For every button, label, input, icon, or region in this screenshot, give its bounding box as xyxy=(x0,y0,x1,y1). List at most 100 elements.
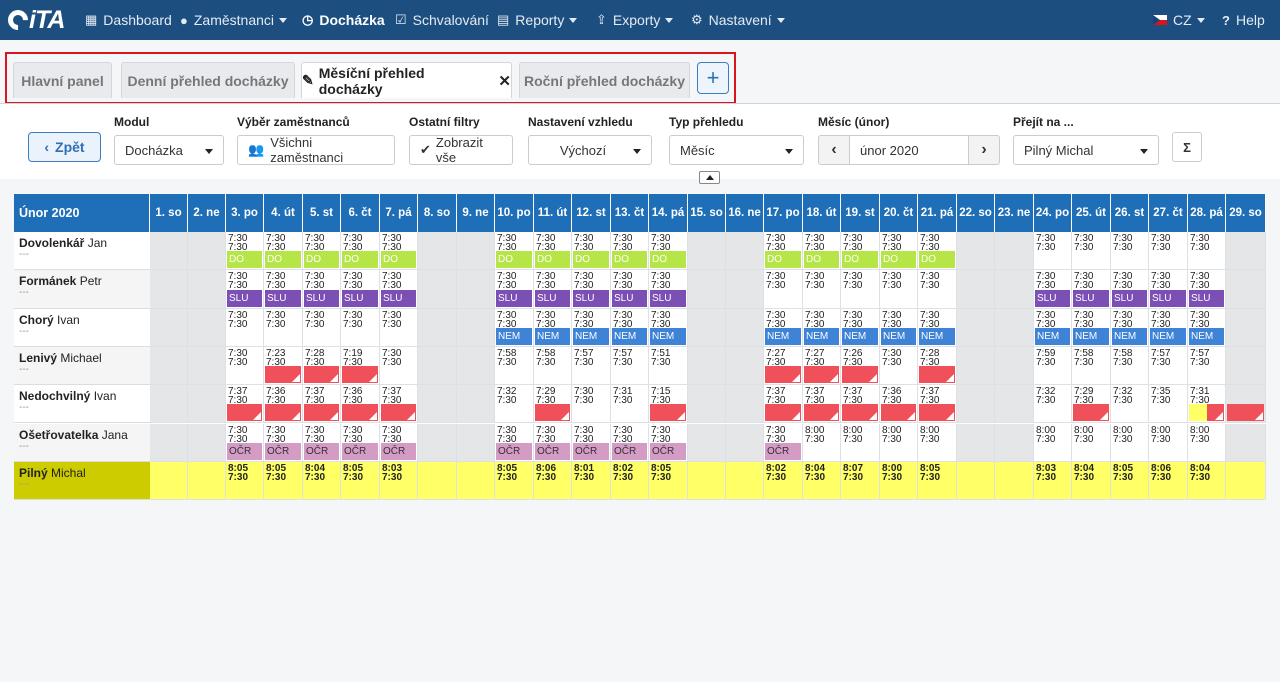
day-cell[interactable]: 8:05 7:30 xyxy=(226,461,264,501)
day-cell[interactable] xyxy=(1226,346,1266,386)
day-cell[interactable] xyxy=(188,308,226,347)
day-cell[interactable]: 7:57 7:30 xyxy=(572,346,611,386)
day-cell[interactable]: 8:04 7:30 xyxy=(803,461,841,501)
add-tab-button[interactable]: + xyxy=(697,62,729,94)
day-cell[interactable]: 7:30 7:30 SLU xyxy=(611,270,649,309)
day-cell[interactable]: 7:30 7:30 xyxy=(226,308,264,347)
day-cell[interactable] xyxy=(688,385,726,424)
day-cell[interactable]: 7:32 7:30 xyxy=(1111,385,1149,424)
day-cell[interactable]: 7:30 7:30 NEM xyxy=(1149,308,1188,347)
goto-employee-select[interactable]: Pilný Michal xyxy=(1013,135,1159,165)
other-filters-button[interactable]: ✔ Zobrazit vše xyxy=(409,135,513,165)
nav-attendance[interactable]: ◷ Docházka xyxy=(302,0,385,40)
day-cell[interactable] xyxy=(188,385,226,424)
day-cell[interactable]: 7:37 7:30 xyxy=(303,385,341,424)
day-cell[interactable]: 7:30 7:30 NEM xyxy=(841,308,880,347)
day-cell[interactable]: 7:30 7:30 NEM xyxy=(572,308,611,347)
day-cell[interactable] xyxy=(418,232,457,271)
day-cell[interactable]: 7:30 7:30 OČR xyxy=(226,423,264,462)
day-cell[interactable] xyxy=(150,385,188,424)
employee-name-cell[interactable]: Ošetřovatelka Jana --- xyxy=(14,423,150,462)
day-cell[interactable]: 7:30 7:30 OČR xyxy=(495,423,534,462)
day-cell[interactable]: 7:30 7:30 DO xyxy=(803,232,841,271)
day-cell[interactable] xyxy=(726,270,764,309)
day-cell[interactable]: 8:04 7:30 xyxy=(303,461,341,501)
day-cell[interactable]: 8:04 7:30 xyxy=(1072,461,1111,501)
day-cell[interactable] xyxy=(418,385,457,424)
day-cell[interactable] xyxy=(995,346,1034,386)
day-cell[interactable] xyxy=(726,461,764,501)
day-cell[interactable]: 7:58 7:30 xyxy=(1072,346,1111,386)
day-cell[interactable]: 7:27 7:30 xyxy=(803,346,841,386)
day-cell[interactable]: 8:00 7:30 xyxy=(1072,423,1111,462)
day-cell[interactable]: 8:05 7:30 xyxy=(264,461,303,501)
view-settings-select[interactable]: Výchozí xyxy=(528,135,652,165)
day-cell[interactable] xyxy=(995,423,1034,462)
day-cell[interactable]: 7:23 7:30 xyxy=(264,346,303,386)
day-cell[interactable]: 8:00 7:30 xyxy=(880,461,918,501)
day-cell[interactable] xyxy=(188,270,226,309)
nav-exports[interactable]: ⇪ Exporty xyxy=(596,0,674,40)
day-cell[interactable]: 7:30 7:30 xyxy=(764,270,803,309)
day-cell[interactable]: 7:30 7:30 SLU xyxy=(1111,270,1149,309)
day-cell[interactable]: 7:29 7:30 xyxy=(1072,385,1111,424)
day-cell[interactable] xyxy=(957,423,995,462)
day-cell[interactable]: 7:30 7:30 xyxy=(1072,232,1111,271)
day-cell[interactable]: 7:30 7:30 xyxy=(880,270,918,309)
day-cell[interactable]: 7:30 7:30 OČR xyxy=(572,423,611,462)
tab-yearly-attendance[interactable]: Roční přehled docházky xyxy=(519,62,690,98)
day-cell[interactable] xyxy=(150,270,188,309)
back-button[interactable]: ‹ Zpět xyxy=(28,132,101,162)
day-cell[interactable]: 7:30 7:30 NEM xyxy=(1072,308,1111,347)
nav-language[interactable]: CZ xyxy=(1153,0,1205,40)
day-cell[interactable] xyxy=(957,385,995,424)
day-cell[interactable]: 8:03 7:30 xyxy=(380,461,418,501)
tab-daily-attendance[interactable]: Denní přehled docházky xyxy=(121,62,295,98)
day-cell[interactable] xyxy=(457,308,495,347)
day-cell[interactable]: 7:37 7:30 xyxy=(764,385,803,424)
collapse-filters-button[interactable] xyxy=(699,171,720,184)
nav-settings[interactable]: ⚙ Nastavení xyxy=(691,0,785,40)
day-cell[interactable]: 7:30 7:30 DO xyxy=(264,232,303,271)
overview-type-select[interactable]: Měsíc xyxy=(669,135,804,165)
day-cell[interactable]: 7:30 7:30 DO xyxy=(303,232,341,271)
nav-dashboard[interactable]: ▦ Dashboard xyxy=(85,0,172,40)
day-cell[interactable] xyxy=(457,346,495,386)
day-cell[interactable] xyxy=(1226,461,1266,501)
day-cell[interactable]: 7:30 7:30 SLU xyxy=(495,270,534,309)
day-cell[interactable]: 7:30 7:30 NEM xyxy=(764,308,803,347)
ita-logo[interactable]: iTA xyxy=(3,6,65,35)
day-cell[interactable]: 7:30 7:30 NEM xyxy=(611,308,649,347)
day-cell[interactable] xyxy=(726,232,764,271)
day-cell[interactable]: 7:30 7:30 SLU xyxy=(226,270,264,309)
day-cell[interactable]: 7:30 7:30 OČR xyxy=(534,423,572,462)
day-cell[interactable]: 7:35 7:30 xyxy=(1149,385,1188,424)
day-cell[interactable] xyxy=(418,423,457,462)
day-cell[interactable]: 7:30 7:30 xyxy=(380,346,418,386)
day-cell[interactable]: 7:57 7:30 xyxy=(1188,346,1226,386)
day-cell[interactable] xyxy=(957,270,995,309)
nav-approval[interactable]: ☑ Schvalování xyxy=(395,0,489,40)
day-cell[interactable]: 8:00 7:30 xyxy=(1111,423,1149,462)
day-cell[interactable] xyxy=(688,232,726,271)
day-cell[interactable]: 8:00 7:30 xyxy=(1149,423,1188,462)
day-cell[interactable]: 7:58 7:30 xyxy=(495,346,534,386)
day-cell[interactable] xyxy=(957,308,995,347)
day-cell[interactable]: 7:30 7:30 DO xyxy=(495,232,534,271)
day-cell[interactable] xyxy=(688,423,726,462)
employee-name-cell[interactable]: Pilný Michal --- xyxy=(14,461,150,501)
day-cell[interactable] xyxy=(457,232,495,271)
day-cell[interactable] xyxy=(1226,423,1266,462)
day-cell[interactable]: 7:30 7:30 xyxy=(880,346,918,386)
day-cell[interactable]: 8:02 7:30 xyxy=(764,461,803,501)
day-cell[interactable]: 7:30 7:30 NEM xyxy=(534,308,572,347)
day-cell[interactable] xyxy=(995,461,1034,501)
day-cell[interactable] xyxy=(726,385,764,424)
day-cell[interactable]: 7:30 7:30 DO xyxy=(649,232,688,271)
day-cell[interactable]: 7:59 7:30 xyxy=(1034,346,1072,386)
day-cell[interactable]: 7:30 7:30 SLU xyxy=(1149,270,1188,309)
day-cell[interactable]: 7:30 7:30 OČR xyxy=(611,423,649,462)
day-cell[interactable] xyxy=(418,346,457,386)
day-cell[interactable]: 7:27 7:30 xyxy=(764,346,803,386)
employee-name-cell[interactable]: Dovolenkář Jan --- xyxy=(14,232,150,271)
